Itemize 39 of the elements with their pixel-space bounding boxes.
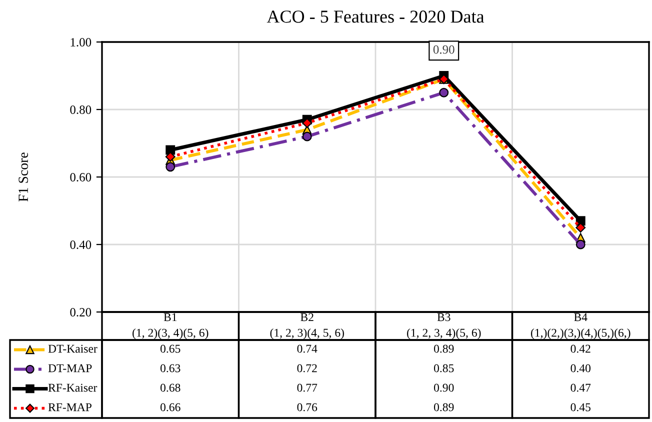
point: [576, 222, 586, 233]
data-label: 0.66: [160, 403, 180, 412]
legend-label: DT-MAP: [48, 364, 92, 372]
data-label: 0.89: [434, 344, 454, 353]
x-tick-label: B4 (1,)(2,)(3,)(4,)(5,)(6,): [530, 313, 630, 340]
point: [576, 240, 586, 250]
data-label: 0.77: [297, 384, 318, 392]
y-tick-label: 0.60: [70, 173, 92, 182]
data-label: 0.63: [160, 364, 180, 372]
y-tick-label: 0.40: [70, 240, 92, 250]
data-label: 0.90: [434, 384, 454, 392]
point: [302, 118, 312, 128]
data-label: 0.40: [570, 364, 591, 372]
legend-label: RF-Kaiser: [48, 384, 98, 392]
legend-label: RF-MAP: [48, 403, 92, 412]
data-label: 0.76: [297, 403, 318, 412]
point: [302, 132, 312, 142]
annotation: 0.90: [433, 45, 454, 54]
x-tick-label: B3 (1, 2, 3, 4)(5, 6): [407, 313, 481, 340]
data-label: 0.42: [570, 344, 590, 353]
data-label: 0.85: [434, 364, 454, 372]
y-tick-label: 1.00: [70, 38, 92, 47]
chart-title: ACO - 5 Features - 2020 Data: [266, 10, 484, 23]
data-label: 0.74: [297, 344, 318, 353]
x-tick-label: B2 (1, 2, 3)(4, 5, 6): [270, 313, 344, 340]
y-axis-title: F1 Score: [18, 152, 28, 202]
data-label: 0.47: [570, 384, 591, 392]
x-tick-label: B1 (1, 2)(3, 4)(5, 6): [132, 313, 208, 340]
data-label: 0.65: [160, 344, 180, 353]
data-label: 0.72: [297, 364, 317, 372]
y-tick-label: 0.20: [70, 308, 92, 317]
data-label: 0.45: [570, 403, 590, 412]
legend-label: DT-Kaiser: [48, 344, 98, 353]
data-label: 0.89: [434, 403, 454, 412]
point: [165, 152, 176, 162]
y-tick-label: 0.80: [70, 106, 92, 114]
point: [439, 88, 449, 98]
point: [166, 162, 176, 172]
data-label: 0.68: [160, 384, 180, 392]
